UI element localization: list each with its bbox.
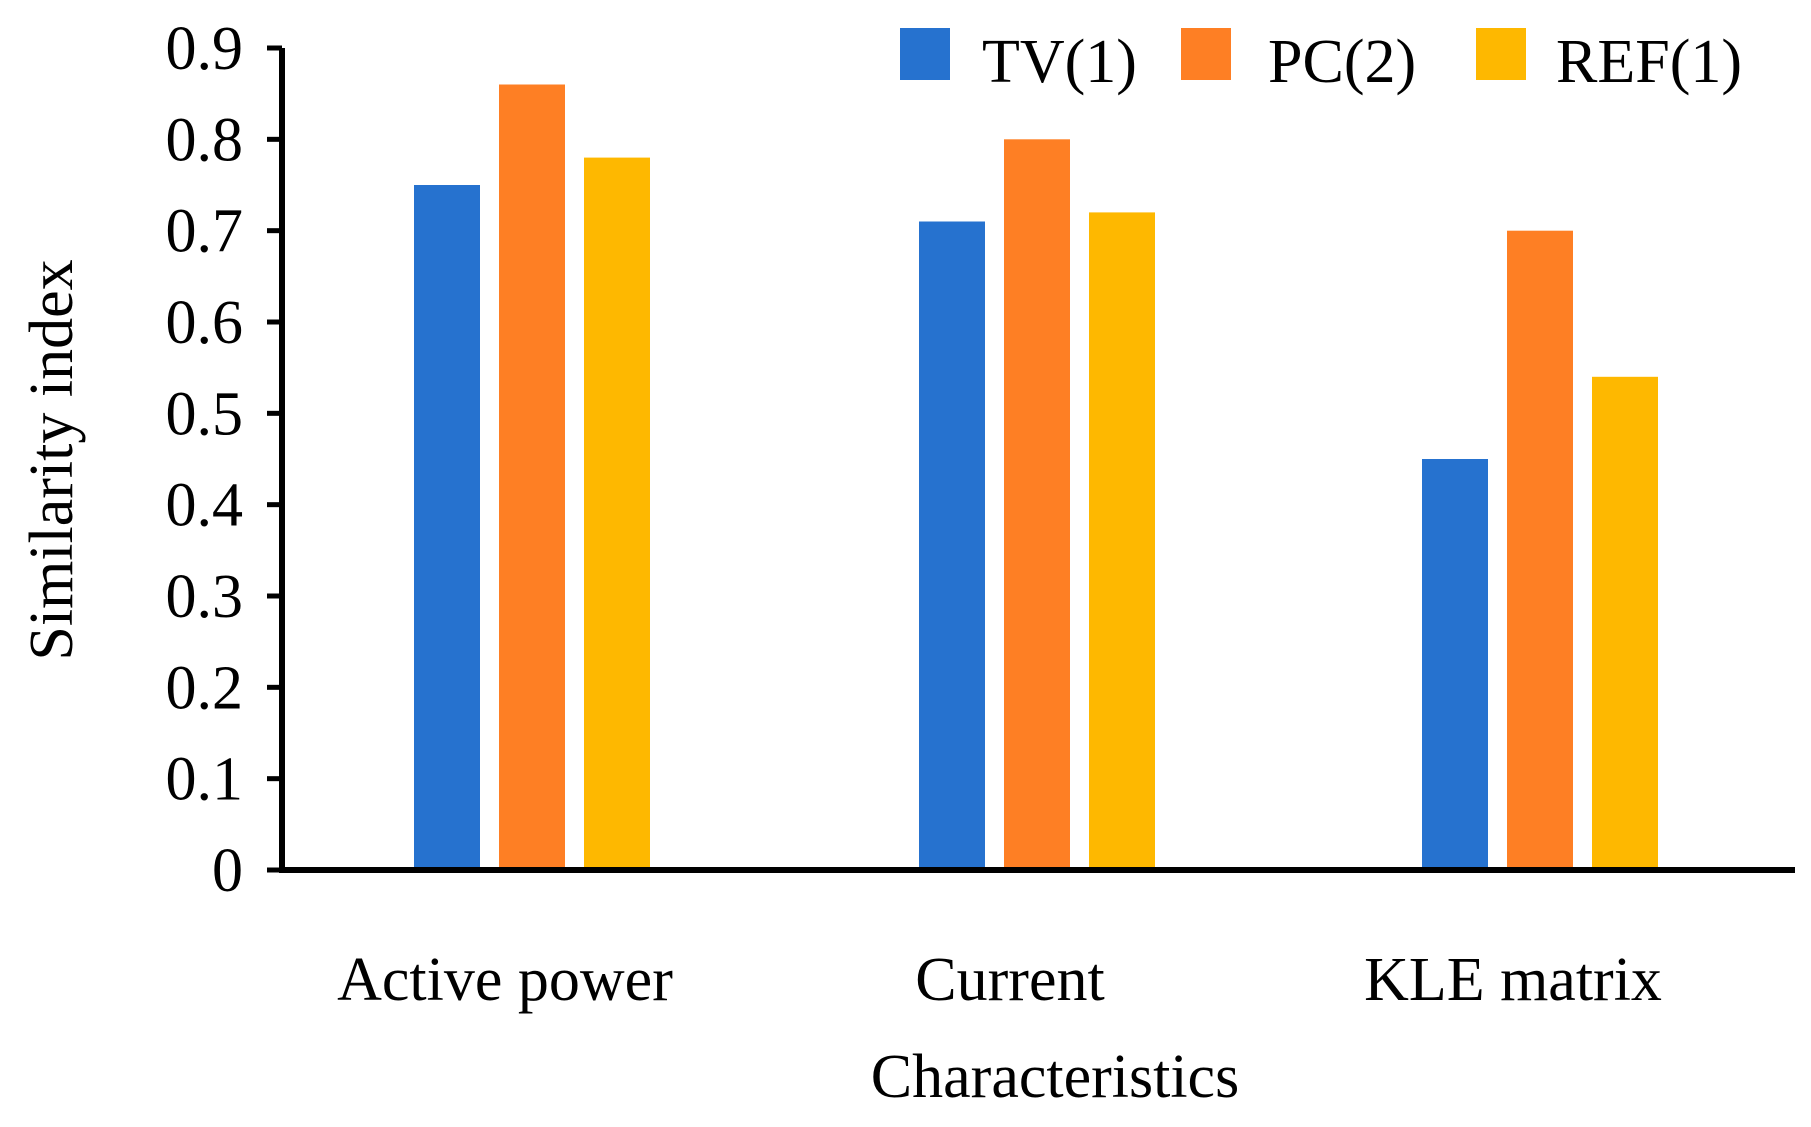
y-tick-label: 0.5 (166, 380, 244, 448)
legend-item: PC(2) (1181, 28, 1416, 96)
bar (414, 185, 480, 870)
bar-group (1422, 230, 1658, 870)
x-tick-label: KLE matrix (1364, 946, 1662, 1014)
x-tick-label: Current (915, 946, 1104, 1014)
y-axis-title-group: Similarity index (18, 259, 86, 660)
y-ticks-layer: 0 0.1 0.2 0.3 0.4 0.5 0.6 0.7 0.8 0.9 (166, 15, 282, 905)
legend-item: REF(1) (1476, 28, 1742, 96)
bar (1592, 376, 1658, 870)
y-tick-label: 0.3 (166, 563, 244, 631)
bar (499, 84, 565, 870)
legend-swatch (1476, 28, 1526, 80)
legend-swatch (1181, 28, 1231, 80)
bar (1422, 459, 1488, 870)
bar (1507, 230, 1573, 870)
y-tick-label: 0.1 (166, 746, 244, 814)
legend-label: REF(1) (1556, 28, 1742, 96)
legend: TV(1) PC(2) REF(1) (900, 28, 1742, 96)
y-tick-label: 0.9 (166, 15, 244, 83)
legend-swatch (900, 28, 950, 80)
bar-group (414, 84, 650, 871)
y-tick-label: 0.4 (166, 472, 244, 540)
y-tick-label: 0.7 (166, 198, 244, 266)
x-ticks-layer: Active power Current KLE matrix (337, 946, 1662, 1014)
bar-group (919, 139, 1155, 871)
bars-layer (414, 84, 1658, 871)
y-tick-label: 0.2 (166, 654, 244, 722)
y-axis-title: Similarity index (18, 259, 86, 660)
legend-label: TV(1) (982, 28, 1137, 96)
legend-label: PC(2) (1268, 28, 1416, 96)
x-axis-title: Characteristics (871, 1043, 1239, 1111)
bar (1004, 139, 1070, 871)
x-tick-label: Active power (337, 946, 673, 1014)
bar (919, 221, 985, 870)
legend-item: TV(1) (900, 28, 1137, 96)
y-tick-label: 0 (212, 837, 243, 905)
bar (584, 157, 650, 871)
bar (1089, 212, 1155, 870)
y-tick-label: 0.6 (166, 289, 244, 357)
y-tick-label: 0.8 (166, 106, 244, 174)
